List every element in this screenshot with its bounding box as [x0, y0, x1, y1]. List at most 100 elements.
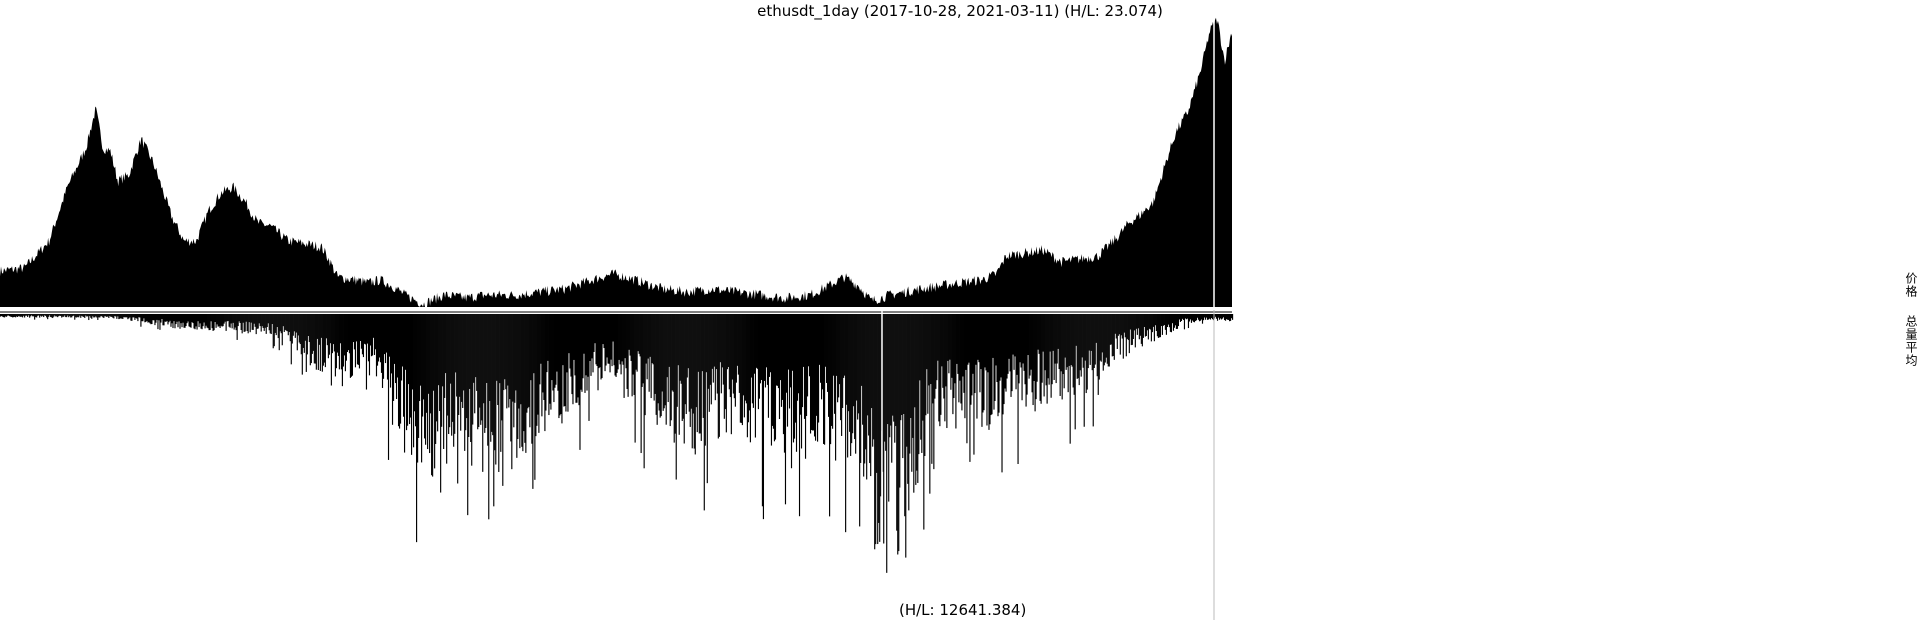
volume-bar: [575, 314, 577, 403]
volume-bar: [336, 314, 338, 353]
volume-bar: [903, 314, 905, 414]
volume-bar: [1008, 314, 1010, 359]
volume-bar: [917, 314, 919, 483]
volume-bar: [1072, 314, 1074, 388]
volume-bar: [1025, 314, 1027, 407]
volume-bar: [1139, 314, 1141, 336]
volume-bar: [742, 314, 744, 396]
volume-bar: [397, 314, 400, 427]
volume-bar: [562, 314, 564, 366]
volume-bar: [1083, 314, 1085, 427]
volume-bar: [529, 314, 531, 428]
volume-bar: [730, 314, 732, 435]
volume-bar: [1071, 314, 1073, 367]
volume-bar: [1110, 314, 1112, 345]
volume-bar: [266, 314, 268, 328]
volume-bar: [270, 314, 272, 335]
volume-bar: [679, 314, 681, 381]
volume-bar: [329, 314, 331, 344]
volume-bar: [244, 314, 246, 332]
volume-bar: [926, 314, 928, 370]
volume-bar: [797, 314, 800, 394]
volume-bar: [727, 314, 729, 367]
volume-bar: [1120, 314, 1122, 336]
price-area: [0, 17, 1232, 308]
volume-bar: [612, 314, 614, 342]
volume-bar: [608, 314, 610, 364]
volume-bar: [864, 314, 866, 464]
volume-bar: [386, 314, 389, 380]
volume-bar: [1195, 314, 1198, 321]
volume-bar: [877, 314, 879, 545]
volume-bar: [1024, 314, 1026, 385]
volume-bar: [923, 314, 925, 530]
volume-bar: [1070, 314, 1072, 365]
volume-bar: [514, 314, 516, 403]
volume-bar: [413, 314, 415, 448]
volume-bar: [785, 314, 788, 393]
volume-bar: [1096, 314, 1098, 377]
volume-bar: [982, 314, 984, 413]
volume-bar: [1169, 314, 1171, 332]
volume-bar: [215, 314, 217, 328]
volume-bar: [303, 314, 305, 353]
volume-bar: [503, 314, 505, 391]
volume-bar: [1180, 314, 1183, 321]
volume-bar: [887, 314, 889, 425]
volume-bar: [495, 314, 497, 465]
volume-bar: [186, 314, 188, 324]
volume-bar: [616, 314, 618, 373]
volume-bar: [1089, 314, 1091, 365]
volume-bar: [1026, 314, 1028, 395]
volume-bar: [659, 314, 661, 418]
volume-bar: [897, 314, 899, 555]
volume-bar: [907, 314, 909, 484]
volume-bar: [921, 314, 923, 453]
volume-bar: [770, 314, 773, 446]
volume-bar: [546, 314, 548, 373]
volume-bar: [378, 314, 381, 358]
volume-bar: [338, 314, 340, 370]
volume-bar: [494, 314, 496, 451]
volume-bar: [586, 314, 588, 391]
volume-bar: [661, 314, 663, 392]
volume-bar: [260, 314, 262, 332]
volume-bar: [821, 314, 823, 400]
volume-bar: [1224, 314, 1227, 321]
volume-bar: [1227, 314, 1230, 320]
volume-bar: [224, 314, 226, 322]
volume-bar: [440, 314, 442, 493]
volume-bar: [673, 314, 675, 443]
volume-bar: [70, 314, 72, 318]
volume-bar: [803, 314, 806, 419]
volume-bar: [319, 314, 321, 371]
volume-bar: [572, 314, 574, 405]
volume-bar: [814, 314, 817, 441]
volume-bar: [1207, 314, 1210, 320]
volume-bar: [768, 314, 771, 377]
volume-bar: [639, 314, 641, 357]
volume-bar: [7, 314, 9, 316]
volume-bar: [227, 314, 229, 321]
volume-bar: [680, 314, 682, 384]
volume-bar: [972, 314, 974, 374]
volume-bar: [721, 314, 723, 368]
volume-bar: [595, 314, 597, 365]
volume-bar: [668, 314, 670, 367]
volume-bar: [543, 314, 545, 400]
volume-bar: [975, 314, 977, 365]
volume-bar: [46, 314, 48, 318]
volume-bar: [1101, 314, 1103, 353]
volume-bar: [1184, 314, 1187, 319]
volume-bar: [1086, 314, 1088, 390]
volume-bar: [690, 314, 692, 409]
volume-bar: [970, 314, 972, 405]
volume-bar: [473, 314, 475, 383]
volume-bar: [577, 314, 579, 398]
volume-bar: [792, 314, 795, 443]
volume-bar: [57, 314, 59, 318]
volume-bar: [626, 314, 628, 389]
volume-bar: [1198, 314, 1201, 322]
volume-bar: [118, 314, 120, 320]
